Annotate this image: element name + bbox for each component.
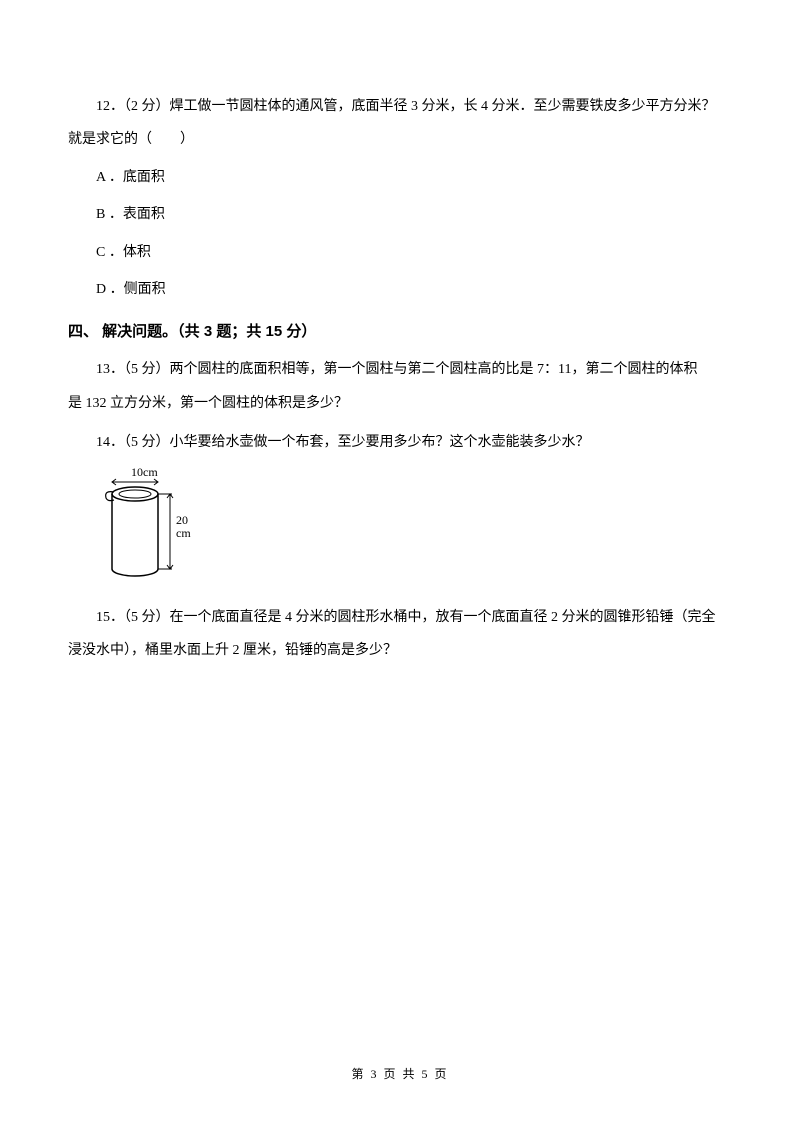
- section-4-title: 四、 解决问题。（共 3 题；共 15 分）: [68, 320, 732, 341]
- q12-text-p1: 焊工做一节圆柱体的通风管，底面半径 3 分米，长 4 分米．至少需要铁皮多少平方…: [170, 99, 716, 114]
- q12-cont: 就是求它的（ ）: [68, 125, 732, 154]
- q15-text-p1: 在一个底面直径是 4 分米的圆柱形水桶中，放有一个底面直径 2 分米的圆锥形铅锤…: [170, 610, 716, 625]
- q13-number: 13．: [96, 362, 124, 377]
- height-label-num: 20: [176, 513, 188, 527]
- width-label: 10cm: [131, 465, 158, 479]
- q15-text-p2: 浸没水中），桶里水面上升 2 厘米，铅锤的高是多少？: [68, 643, 397, 658]
- option-d: D ．侧面积: [68, 275, 732, 304]
- q15-number: 15．: [96, 610, 124, 625]
- question-12: 12．（2 分）焊工做一节圆柱体的通风管，底面半径 3 分米，长 4 分米．至少…: [68, 92, 732, 121]
- q14-text: 小华要给水壶做一个布套，至少要用多少布？这个水壶能装多少水？: [170, 435, 590, 450]
- cylinder-diagram: 10cm: [96, 464, 732, 589]
- option-c: C ．体积: [68, 238, 732, 267]
- q13-points: （5 分）: [124, 362, 170, 377]
- question-13: 13．（5 分）两个圆柱的底面积相等，第一个圆柱与第二个圆柱高的比是 7：11，…: [68, 355, 732, 384]
- height-label-unit: cm: [176, 526, 191, 540]
- q15-cont: 浸没水中），桶里水面上升 2 厘米，铅锤的高是多少？: [68, 636, 732, 665]
- q12-points: （2 分）: [124, 99, 170, 114]
- q12-text-p2: 就是求它的（ ）: [68, 132, 194, 147]
- q12-number: 12．: [96, 99, 124, 114]
- question-14: 14．（5 分）小华要给水壶做一个布套，至少要用多少布？这个水壶能装多少水？: [68, 428, 732, 457]
- page-footer: 第 3 页 共 5 页: [0, 1065, 800, 1082]
- q13-text-p1: 两个圆柱的底面积相等，第一个圆柱与第二个圆柱高的比是 7：11，第二个圆柱的体积: [170, 362, 698, 377]
- option-b: B ．表面积: [68, 200, 732, 229]
- q14-number: 14．: [96, 435, 124, 450]
- q13-cont: 是 132 立方分米，第一个圆柱的体积是多少？: [68, 389, 732, 418]
- question-15: 15．（5 分）在一个底面直径是 4 分米的圆柱形水桶中，放有一个底面直径 2 …: [68, 603, 732, 632]
- q15-points: （5 分）: [124, 610, 170, 625]
- q14-points: （5 分）: [124, 435, 170, 450]
- q13-text-p2: 是 132 立方分米，第一个圆柱的体积是多少？: [68, 396, 348, 411]
- option-a: A ．底面积: [68, 163, 732, 192]
